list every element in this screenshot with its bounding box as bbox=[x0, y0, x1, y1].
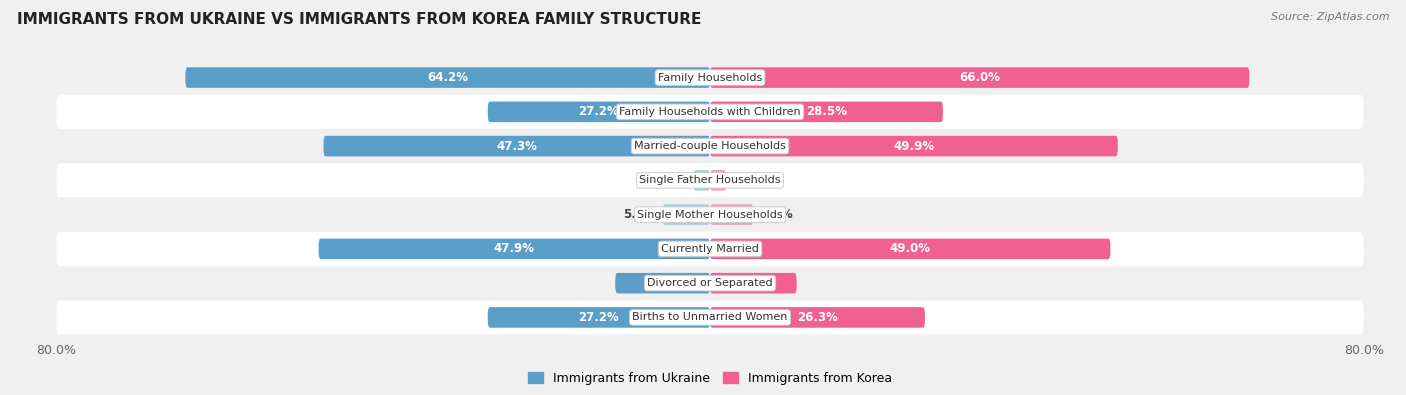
Text: 2.0%: 2.0% bbox=[655, 174, 688, 187]
FancyBboxPatch shape bbox=[710, 204, 754, 225]
FancyBboxPatch shape bbox=[710, 239, 1111, 259]
FancyBboxPatch shape bbox=[710, 67, 1250, 88]
FancyBboxPatch shape bbox=[56, 163, 1364, 198]
Text: 47.9%: 47.9% bbox=[494, 243, 534, 256]
Text: Single Father Households: Single Father Households bbox=[640, 175, 780, 185]
FancyBboxPatch shape bbox=[488, 102, 710, 122]
FancyBboxPatch shape bbox=[56, 129, 1364, 163]
FancyBboxPatch shape bbox=[56, 266, 1364, 300]
FancyBboxPatch shape bbox=[56, 198, 1364, 232]
FancyBboxPatch shape bbox=[616, 273, 710, 293]
Text: Family Households with Children: Family Households with Children bbox=[619, 107, 801, 117]
Text: 49.9%: 49.9% bbox=[893, 139, 935, 152]
Text: 11.6%: 11.6% bbox=[643, 276, 683, 290]
Text: 27.2%: 27.2% bbox=[578, 311, 619, 324]
FancyBboxPatch shape bbox=[56, 300, 1364, 335]
Text: 64.2%: 64.2% bbox=[427, 71, 468, 84]
Text: 5.8%: 5.8% bbox=[623, 208, 657, 221]
Text: 49.0%: 49.0% bbox=[890, 243, 931, 256]
FancyBboxPatch shape bbox=[488, 307, 710, 328]
Text: 28.5%: 28.5% bbox=[806, 105, 846, 118]
FancyBboxPatch shape bbox=[319, 239, 710, 259]
Text: Currently Married: Currently Married bbox=[661, 244, 759, 254]
FancyBboxPatch shape bbox=[710, 273, 797, 293]
Text: 47.3%: 47.3% bbox=[496, 139, 537, 152]
FancyBboxPatch shape bbox=[710, 136, 1118, 156]
Text: 27.2%: 27.2% bbox=[578, 105, 619, 118]
Text: Source: ZipAtlas.com: Source: ZipAtlas.com bbox=[1271, 12, 1389, 22]
Text: 5.3%: 5.3% bbox=[759, 208, 793, 221]
Text: 66.0%: 66.0% bbox=[959, 71, 1000, 84]
FancyBboxPatch shape bbox=[710, 102, 943, 122]
Text: Births to Unmarried Women: Births to Unmarried Women bbox=[633, 312, 787, 322]
Legend: Immigrants from Ukraine, Immigrants from Korea: Immigrants from Ukraine, Immigrants from… bbox=[529, 372, 891, 385]
FancyBboxPatch shape bbox=[56, 60, 1364, 95]
FancyBboxPatch shape bbox=[710, 170, 727, 191]
Text: IMMIGRANTS FROM UKRAINE VS IMMIGRANTS FROM KOREA FAMILY STRUCTURE: IMMIGRANTS FROM UKRAINE VS IMMIGRANTS FR… bbox=[17, 12, 702, 27]
Text: 2.0%: 2.0% bbox=[733, 174, 765, 187]
FancyBboxPatch shape bbox=[693, 170, 710, 191]
FancyBboxPatch shape bbox=[710, 307, 925, 328]
Text: Family Households: Family Households bbox=[658, 73, 762, 83]
FancyBboxPatch shape bbox=[323, 136, 710, 156]
Text: 26.3%: 26.3% bbox=[797, 311, 838, 324]
Text: Single Mother Households: Single Mother Households bbox=[637, 210, 783, 220]
Text: Married-couple Households: Married-couple Households bbox=[634, 141, 786, 151]
FancyBboxPatch shape bbox=[186, 67, 710, 88]
FancyBboxPatch shape bbox=[662, 204, 710, 225]
FancyBboxPatch shape bbox=[56, 95, 1364, 129]
FancyBboxPatch shape bbox=[56, 232, 1364, 266]
Text: 10.6%: 10.6% bbox=[733, 276, 773, 290]
Text: Divorced or Separated: Divorced or Separated bbox=[647, 278, 773, 288]
